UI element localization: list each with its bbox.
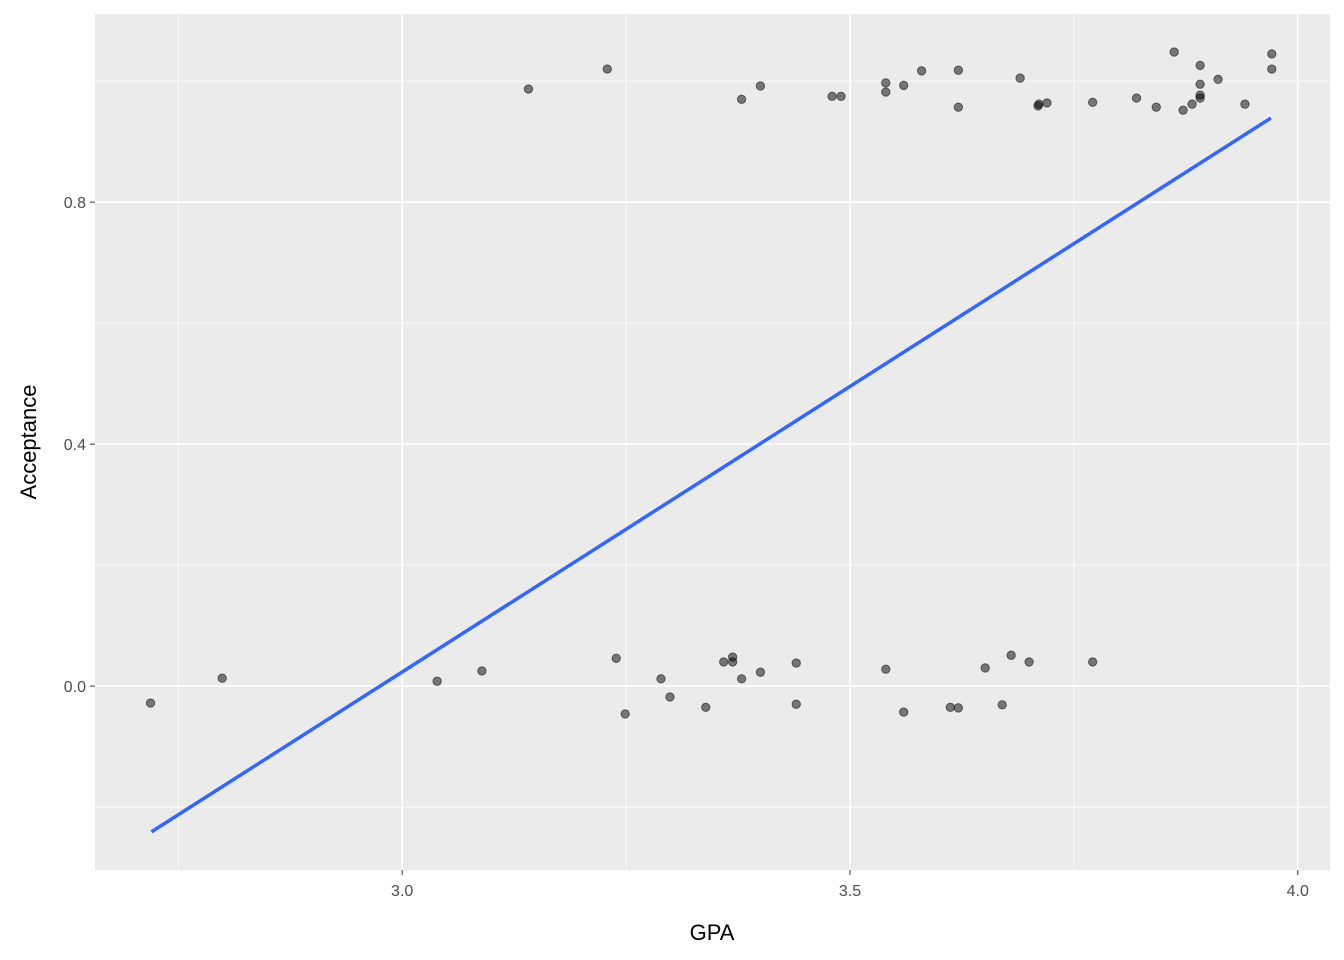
point bbox=[791, 658, 801, 668]
point bbox=[1006, 650, 1016, 660]
point bbox=[736, 674, 747, 684]
panel bbox=[95, 14, 1330, 870]
point bbox=[881, 78, 891, 88]
point bbox=[1195, 93, 1205, 103]
point bbox=[1195, 60, 1205, 71]
point bbox=[881, 87, 891, 97]
x-tick-label: 4.0 bbox=[1287, 883, 1309, 900]
point bbox=[980, 663, 990, 673]
point bbox=[1131, 93, 1142, 103]
point bbox=[791, 699, 801, 709]
point bbox=[1087, 97, 1098, 108]
regression-line bbox=[150, 116, 1272, 834]
point bbox=[1178, 105, 1188, 115]
point bbox=[656, 674, 666, 684]
point bbox=[620, 709, 630, 719]
x-tick-label: 3.5 bbox=[839, 883, 861, 900]
point bbox=[602, 64, 612, 74]
point bbox=[727, 657, 738, 667]
point bbox=[881, 664, 891, 674]
point bbox=[1169, 47, 1179, 57]
point bbox=[1151, 102, 1161, 112]
point bbox=[1087, 657, 1098, 667]
point bbox=[1195, 79, 1205, 89]
point bbox=[736, 94, 747, 104]
point bbox=[953, 102, 964, 112]
point bbox=[916, 66, 927, 76]
point bbox=[1213, 74, 1223, 85]
point bbox=[432, 676, 442, 686]
point bbox=[1267, 64, 1277, 74]
point bbox=[477, 666, 487, 676]
point bbox=[1267, 49, 1277, 59]
point bbox=[953, 65, 964, 75]
point bbox=[755, 667, 766, 677]
point bbox=[755, 81, 766, 91]
y-tick-label: 0.8 bbox=[64, 195, 86, 212]
point bbox=[899, 707, 909, 717]
x-axis-title: GPA bbox=[690, 920, 735, 945]
point bbox=[718, 657, 729, 667]
y-tick-label: 0.0 bbox=[64, 679, 86, 696]
point bbox=[997, 700, 1007, 710]
point bbox=[1042, 98, 1052, 108]
point bbox=[523, 84, 534, 94]
point bbox=[945, 702, 955, 712]
y-axis-title: Acceptance bbox=[16, 385, 41, 500]
point bbox=[1187, 99, 1197, 109]
point bbox=[701, 702, 711, 712]
x-tick-label: 3.0 bbox=[391, 883, 413, 900]
y-tick-label: 0.4 bbox=[64, 437, 86, 454]
point bbox=[665, 692, 675, 702]
point bbox=[145, 698, 156, 708]
point bbox=[899, 80, 909, 91]
point bbox=[1015, 73, 1025, 83]
point bbox=[836, 91, 846, 101]
point bbox=[611, 653, 621, 663]
point bbox=[1240, 99, 1250, 109]
point bbox=[953, 703, 964, 713]
point bbox=[827, 91, 837, 101]
point bbox=[1024, 657, 1034, 667]
point bbox=[1034, 99, 1044, 109]
point bbox=[217, 673, 227, 683]
